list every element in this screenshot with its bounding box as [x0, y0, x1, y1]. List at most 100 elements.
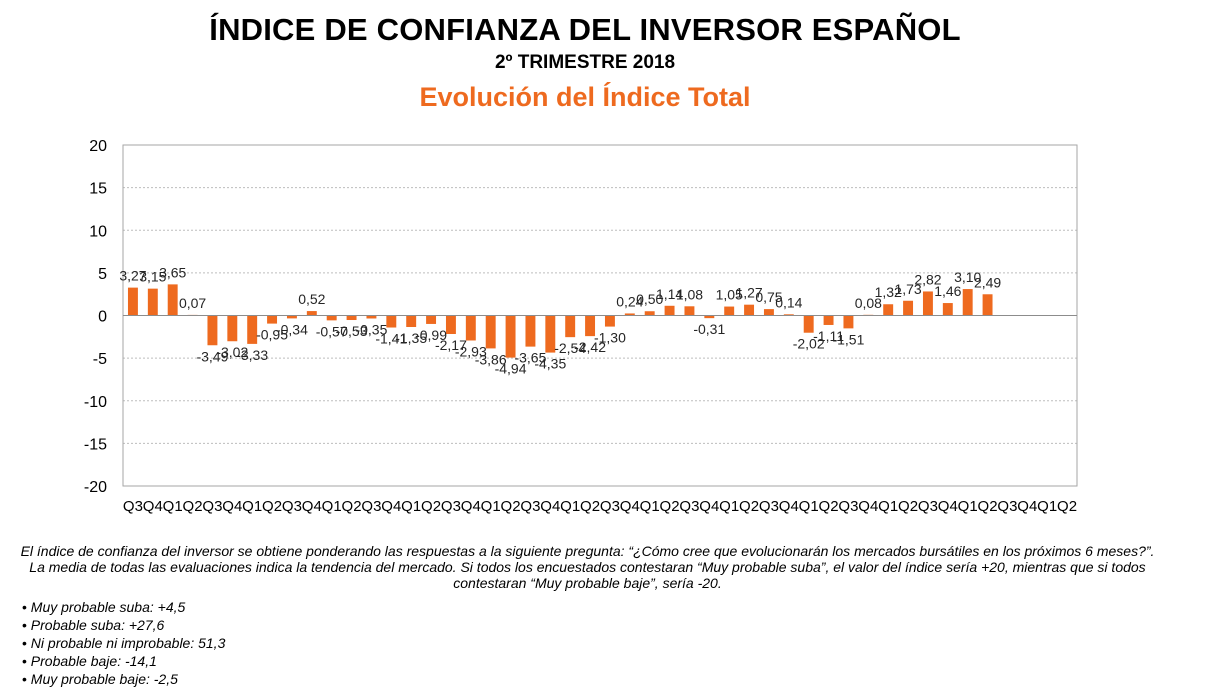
bar [684, 306, 695, 316]
data-label: -4,94 [495, 361, 527, 377]
bar [883, 304, 894, 316]
x-tick-label: Q4 [222, 498, 242, 515]
data-label: 3,65 [159, 264, 186, 280]
x-tick-label: Q1 [958, 498, 978, 515]
x-tick-label: Q2 [342, 498, 362, 515]
x-tick-label: Q4 [540, 498, 560, 515]
data-label: -0,57 [316, 323, 348, 339]
bar [445, 315, 456, 334]
data-label: 0,52 [298, 291, 325, 307]
bar [922, 291, 933, 316]
bar [704, 315, 715, 319]
data-label: -4,35 [534, 356, 566, 372]
x-tick-label: Q2 [183, 498, 203, 515]
bar [167, 284, 178, 316]
data-label: 1,27 [735, 285, 762, 301]
list-item: Ni probable ni improbable: 51,3 [22, 634, 226, 652]
x-tick-label: Q1 [799, 498, 819, 515]
x-tick-label: Q2 [660, 498, 680, 515]
data-label: 3,15 [139, 269, 166, 285]
y-tick-label: -15 [84, 436, 107, 453]
data-label: 0,07 [179, 295, 206, 311]
x-tick-label: Q4 [779, 498, 799, 515]
x-tick-label: Q3 [282, 498, 302, 515]
y-tick-label: -20 [84, 479, 107, 496]
bar [604, 315, 615, 327]
bar [744, 304, 755, 316]
x-tick-label: Q3 [202, 498, 222, 515]
data-label: 3,10 [954, 269, 981, 285]
data-label: -1,35 [395, 330, 427, 346]
data-label: 1,08 [676, 286, 703, 302]
data-label: -2,54 [554, 340, 586, 356]
x-tick-label: Q3 [441, 498, 461, 515]
x-tick-label: Q3 [361, 498, 381, 515]
bar [942, 303, 953, 316]
bar [565, 315, 576, 338]
page-title: ÍNDICE DE CONFIANZA DEL INVERSOR ESPAÑOL [209, 12, 961, 47]
data-label: -2,17 [435, 337, 467, 353]
x-tick-label: Q3 [520, 498, 540, 515]
list-item: Muy probable suba: +4,5 [22, 598, 225, 616]
data-label: 1,46 [934, 283, 961, 299]
bar [346, 315, 357, 321]
data-label: -3,49 [196, 348, 228, 364]
y-tick-label: 5 [98, 266, 107, 283]
bar [664, 305, 675, 316]
data-label: -0,95 [256, 327, 288, 343]
y-tick-label: -10 [84, 394, 107, 411]
x-tick-label: Q3 [838, 498, 858, 515]
bar [763, 309, 774, 316]
x-tick-label: Q3 [123, 498, 143, 515]
x-tick-label: Q4 [143, 498, 163, 515]
data-label: 0,50 [636, 291, 663, 307]
list-item: Probable suba: +27,6 [22, 616, 225, 634]
x-tick-label: Q4 [381, 498, 401, 515]
page-subtitle: 2º TRIMESTRE 2018 [494, 52, 676, 73]
bar [326, 315, 337, 321]
data-label: -1,30 [594, 330, 626, 346]
x-tick-label: Q2 [1057, 498, 1077, 515]
x-tick-label: Q2 [421, 498, 441, 515]
data-label: -3,02 [216, 344, 248, 360]
data-label: -0,99 [415, 327, 447, 343]
bar [406, 315, 417, 328]
x-tick-label: Q1 [640, 498, 660, 515]
x-tick-label: Q1 [560, 498, 580, 515]
x-tick-label: Q4 [699, 498, 719, 515]
data-label: -3,33 [236, 347, 268, 363]
x-tick-label: Q1 [878, 498, 898, 515]
data-label: -2,93 [455, 343, 487, 359]
data-label: -3,65 [514, 350, 546, 366]
bar-chart: 20 15 10 5 0 -5 -10 -15 -20 3,273,153,65 0,07 -3,49… [84, 138, 1078, 515]
bar [803, 315, 814, 333]
bar [366, 315, 377, 319]
x-tick-label: Q2 [580, 498, 600, 515]
bar [823, 315, 834, 325]
bar [267, 315, 278, 324]
data-label: 1,73 [894, 281, 921, 297]
x-tick-label: Q1 [322, 498, 342, 515]
bar [207, 315, 218, 346]
x-tick-label: Q4 [620, 498, 640, 515]
x-tick-label: Q4 [302, 498, 322, 515]
data-label: 3,27 [119, 268, 146, 284]
x-tick-label: Q4 [938, 498, 958, 515]
data-label: 0,08 [855, 295, 882, 311]
x-tick-label: Q1 [163, 498, 183, 515]
bar [306, 311, 317, 316]
list-item: Probable baje: -14,1 [22, 652, 225, 670]
y-tick-label: 10 [89, 223, 107, 240]
data-label: -3,86 [475, 351, 507, 367]
y-tick-label: -5 [93, 351, 107, 368]
bar [505, 315, 516, 358]
bar [962, 289, 973, 316]
data-label: 1,05 [716, 287, 743, 303]
y-tick-label: 0 [98, 309, 107, 326]
x-tick-label: Q3 [759, 498, 779, 515]
x-tick-label: Q3 [918, 498, 938, 515]
y-tick-label: 15 [89, 181, 107, 198]
data-label: -0,35 [355, 321, 387, 337]
x-tick-label: Q1 [481, 498, 501, 515]
data-label: 2,82 [914, 271, 941, 287]
